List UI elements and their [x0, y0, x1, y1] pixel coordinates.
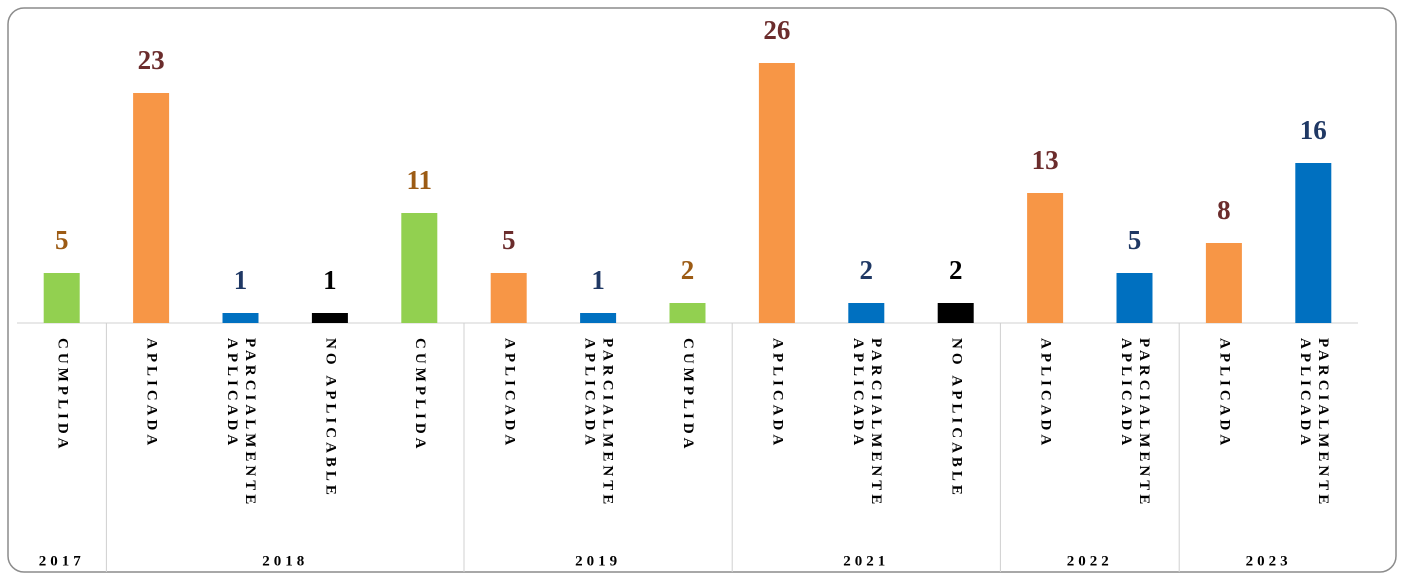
data-label: 16	[1300, 115, 1327, 145]
bar	[1027, 193, 1064, 323]
bar	[580, 313, 617, 323]
bar	[43, 273, 80, 323]
x-tick-label: PARCIALMENTE	[1136, 338, 1152, 508]
bar	[311, 313, 348, 323]
x-tick-label: PARCIALMENTE	[1315, 338, 1331, 508]
x-tick-label: APLICADA	[1297, 338, 1313, 449]
data-label: 8	[1217, 195, 1231, 225]
x-tick-label: APLICADA	[1216, 338, 1232, 449]
data-label: 11	[407, 165, 433, 195]
x-tick-label: PARCIALMENTE	[600, 338, 616, 508]
data-label: 2	[681, 255, 695, 285]
x-tick-label: APLICADA	[501, 338, 517, 449]
x-tick-label: APLICADA	[1038, 338, 1054, 449]
x-tick-label: PARCIALMENTE	[242, 338, 258, 508]
chart-frame	[7, 7, 1397, 573]
x-tick-label: PARCIALMENTE	[868, 338, 884, 508]
data-label: 26	[763, 15, 790, 45]
bar	[669, 303, 706, 323]
x-tick-label: APLICADA	[582, 338, 598, 449]
x-tick-label: NO APLICABLE	[322, 338, 338, 499]
x-tick-label: CUMPLIDA	[54, 338, 70, 453]
data-label: 1	[234, 265, 248, 295]
x-tick-label: NO APLICABLE	[948, 338, 964, 499]
bar	[937, 303, 974, 323]
data-label: 5	[502, 225, 516, 255]
group-label: 2021	[843, 553, 889, 569]
x-tick-label: APLICADA	[224, 338, 240, 449]
bar	[490, 273, 527, 323]
bar	[1205, 243, 1242, 323]
x-tick-label: APLICADA	[1118, 338, 1134, 449]
bar	[133, 93, 170, 323]
bar	[1295, 163, 1332, 323]
x-tick-label: APLICADA	[769, 338, 785, 449]
data-label: 2	[949, 255, 963, 285]
group-label: 2023	[1246, 553, 1292, 569]
group-label: 2019	[575, 553, 621, 569]
bar	[848, 303, 885, 323]
group-label: 2022	[1067, 553, 1113, 569]
bar	[222, 313, 259, 323]
data-label: 5	[55, 225, 69, 255]
x-tick-label: APLICADA	[144, 338, 160, 449]
x-tick-label: APLICADA	[850, 338, 866, 449]
x-tick-label: CUMPLIDA	[680, 338, 696, 453]
data-label: 23	[138, 45, 165, 75]
x-tick-label: CUMPLIDA	[412, 338, 428, 453]
data-label: 1	[591, 265, 605, 295]
bar	[1116, 273, 1153, 323]
bar	[401, 213, 438, 323]
group-label: 2017	[39, 553, 85, 569]
data-label: 5	[1128, 225, 1142, 255]
bar	[758, 63, 795, 323]
data-label: 1	[323, 265, 337, 295]
data-label: 2	[860, 255, 874, 285]
group-label: 2018	[262, 553, 308, 569]
data-label: 13	[1032, 145, 1059, 175]
